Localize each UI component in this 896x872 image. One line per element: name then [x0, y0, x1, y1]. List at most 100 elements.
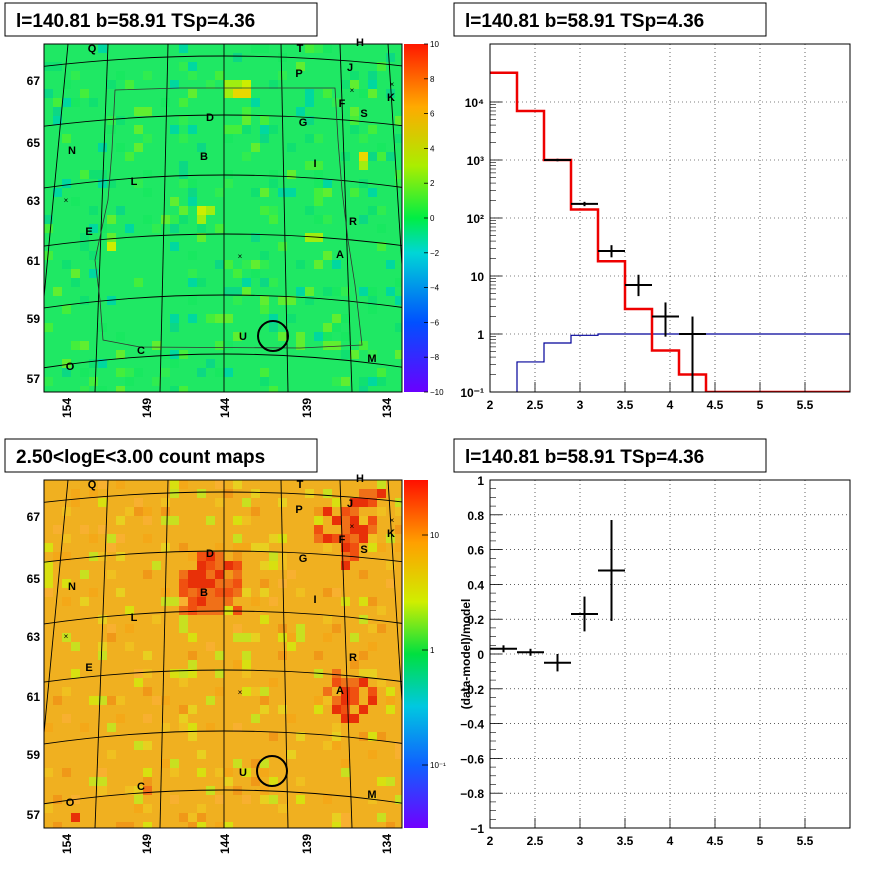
- map-pixel: [296, 624, 305, 633]
- map-pixel: [233, 269, 242, 278]
- map-pixel: [269, 170, 278, 179]
- map-pixel: [170, 480, 179, 489]
- map-pixel: [386, 696, 395, 705]
- map-pixel: [233, 53, 242, 62]
- source-label-g: G: [299, 117, 308, 129]
- map-pixel: [134, 678, 143, 687]
- br-x-tick-label: 2: [487, 834, 494, 848]
- map-pixel: [62, 633, 71, 642]
- source-label-s: S: [360, 108, 367, 120]
- map-pixel: [215, 480, 224, 489]
- br-y-tick-label: −0.2: [460, 683, 484, 697]
- map-pixel: [350, 516, 359, 525]
- map-pixel: [62, 305, 71, 314]
- colorbar-tick-label: 10: [430, 531, 439, 540]
- cross-mark: ×: [64, 196, 69, 205]
- map-pixel: [269, 386, 278, 392]
- map-pixel: [314, 260, 323, 269]
- cross-mark: ×: [238, 688, 243, 697]
- map-pixel: [134, 804, 143, 813]
- map-pixel: [188, 597, 197, 606]
- map-pixel: [188, 552, 197, 561]
- map-pixel: [197, 804, 206, 813]
- map-pixel: [359, 377, 368, 386]
- map-pixel: [179, 615, 188, 624]
- map-pixel: [287, 633, 296, 642]
- colorbar-tick-label: 0: [430, 214, 435, 223]
- tr-y-tick-label: 10⁻¹: [460, 386, 484, 400]
- map-pixel: [350, 678, 359, 687]
- map-pixel: [134, 507, 143, 516]
- bl-map-pixels: [44, 480, 402, 828]
- map-pixel: [341, 822, 350, 828]
- map-pixel: [188, 732, 197, 741]
- map-pixel: [116, 552, 125, 561]
- map-pixel: [377, 777, 386, 786]
- tl-map-grid: [44, 44, 402, 392]
- map-pixel: [89, 269, 98, 278]
- map-pixel: [368, 89, 377, 98]
- map-pixel: [278, 624, 287, 633]
- map-pixel: [215, 822, 224, 828]
- map-pixel: [170, 795, 179, 804]
- map-pixel: [143, 669, 152, 678]
- map-pixel: [62, 179, 71, 188]
- map-pixel: [80, 170, 89, 179]
- map-pixel: [224, 597, 233, 606]
- map-pixel: [170, 197, 179, 206]
- tl-map-panel: Q T H J P F K S D G N B I L E R A U C M O × × × × 10 8 6 4 2 0 −2 −4 −6…: [27, 37, 444, 418]
- map-pixel: [188, 570, 197, 579]
- map-pixel: [188, 588, 197, 597]
- map-pixel: [368, 669, 377, 678]
- tr-x-tick-label: 4: [667, 398, 674, 412]
- map-pixel: [251, 489, 260, 498]
- map-pixel: [89, 489, 98, 498]
- map-pixel: [323, 507, 332, 516]
- br-y-axis-label: (data-model)/model: [459, 599, 473, 710]
- cross-mark: ×: [350, 86, 355, 95]
- map-pixel: [170, 215, 179, 224]
- map-pixel: [80, 296, 89, 305]
- map-pixel: [332, 741, 341, 750]
- map-pixel: [71, 197, 80, 206]
- map-pixel: [233, 552, 242, 561]
- map-pixel: [368, 489, 377, 498]
- map-pixel: [350, 660, 359, 669]
- map-pixel: [53, 188, 62, 197]
- map-pixel: [359, 678, 368, 687]
- map-pixel: [251, 143, 260, 152]
- map-pixel: [350, 80, 359, 89]
- map-pixel: [233, 125, 242, 134]
- cross-mark: ×: [64, 632, 69, 641]
- map-pixel: [107, 80, 116, 89]
- map-pixel: [377, 732, 386, 741]
- map-pixel: [53, 107, 62, 116]
- map-pixel: [134, 143, 143, 152]
- map-pixel: [323, 215, 332, 224]
- map-pixel: [296, 260, 305, 269]
- br-y-tick-label: −0.6: [460, 752, 484, 766]
- cross-mark: ×: [390, 80, 395, 89]
- map-pixel: [323, 741, 332, 750]
- map-pixel: [251, 633, 260, 642]
- map-pixel: [53, 287, 62, 296]
- tr-x-tick-label: 2: [487, 398, 494, 412]
- map-pixel: [71, 498, 80, 507]
- map-pixel: [125, 624, 134, 633]
- map-pixel: [98, 525, 107, 534]
- map-pixel: [323, 287, 332, 296]
- map-pixel: [314, 170, 323, 179]
- map-pixel: [359, 516, 368, 525]
- map-pixel: [368, 188, 377, 197]
- map-pixel: [377, 377, 386, 386]
- map-pixel: [188, 606, 197, 615]
- map-pixel: [341, 152, 350, 161]
- map-pixel: [323, 534, 332, 543]
- map-pixel: [98, 44, 107, 53]
- map-pixel: [44, 768, 53, 777]
- map-pixel: [206, 561, 215, 570]
- map-pixel: [260, 768, 269, 777]
- map-pixel: [395, 543, 402, 552]
- map-pixel: [368, 152, 377, 161]
- tr-x-tick-label: 4.5: [707, 398, 724, 412]
